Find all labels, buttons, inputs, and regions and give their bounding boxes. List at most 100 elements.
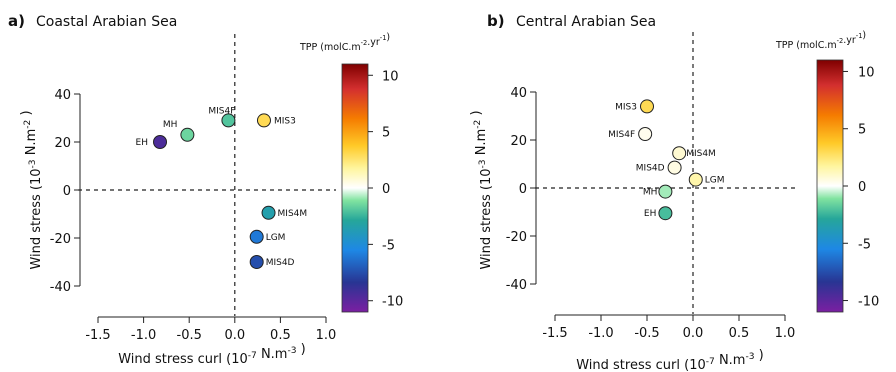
y-tick-label: 40: [54, 88, 71, 103]
colorbar-tick-label: 5: [382, 126, 390, 141]
x-tick-label: 0.0: [683, 326, 704, 341]
y-axis-label-main: Wind stress (10: [29, 169, 44, 270]
data-point-mis4m: [261, 205, 276, 220]
data-label-mh: MH: [163, 120, 178, 130]
x-tick-label: -1.5: [542, 326, 567, 341]
data-point-eh: [658, 206, 673, 221]
x-axis-label-unit-exp: -3: [745, 352, 754, 362]
y-tick-label: -20: [50, 232, 71, 247]
data-label-lgm: LGM: [266, 233, 286, 243]
y-axis-label-end: ): [469, 110, 484, 119]
y-tick-label: -40: [50, 280, 71, 295]
colorbar: [816, 59, 844, 313]
colorbar-title-exp1: -2: [837, 37, 844, 45]
y-axis-label-exp: -3: [478, 159, 488, 168]
x-axis-label-main: Wind stress curl (10: [576, 358, 706, 372]
y-tick-label: 0: [519, 182, 527, 197]
y-tick-label: 0: [63, 184, 71, 199]
data-point-mis4f: [221, 113, 236, 128]
colorbar-title-mid: .yr: [843, 35, 856, 46]
data-label-mis4d: MIS4D: [266, 258, 295, 268]
y-tick-label: 40: [510, 86, 527, 101]
panel-b: b) Central Arabian Sea -1.5 -1.0 -0.5 0.0 0.5 1…: [469, 12, 879, 372]
data-label-mis4m: MIS4M: [686, 149, 716, 159]
colorbar: [341, 63, 369, 313]
y-tick-label: 20: [510, 134, 527, 149]
colorbar-tick-label: 0: [382, 182, 390, 197]
y-axis-label-unit-exp: -2: [473, 120, 483, 129]
y-tick-label: -20: [506, 230, 527, 245]
x-axis-label-exp: -7: [706, 357, 715, 367]
data-point-lgm: [688, 172, 703, 187]
colorbar-title-mid: .yr: [367, 37, 380, 48]
colorbar-tick-label: 10: [382, 69, 399, 84]
y-axis-label-main: Wind stress (10: [479, 169, 494, 270]
x-tick-label: -1.0: [131, 328, 156, 343]
colorbar-tick-label: -10: [858, 295, 879, 310]
x-axis-label-unit-exp: -3: [287, 346, 296, 356]
colorbar-tick-label: 10: [858, 65, 875, 80]
y-axis-label: Wind stress (10-3 N.m-2 ): [469, 110, 494, 269]
y-tick-label: 20: [54, 136, 71, 151]
panel-a: a) Coastal Arabian Sea -1.5 -1.0 -0.5 0.0 0.5 1…: [8, 12, 403, 367]
colorbar-title-end: ): [386, 32, 390, 43]
colorbar-title: TPP (molC.m-2.yr-1): [775, 30, 866, 51]
x-tick-label: -1.5: [85, 328, 110, 343]
colorbar-title-exp1: -2: [361, 39, 368, 47]
colorbar-title-main: TPP (molC.m: [775, 40, 837, 51]
y-tick-label: -40: [506, 278, 527, 293]
y-axis-label: Wind stress (10-3 N.m-2 ): [19, 110, 44, 269]
data-point-mh: [658, 184, 673, 199]
data-point-mis4f: [638, 127, 653, 141]
y-axis-label-unit-exp: -2: [23, 120, 33, 129]
x-tick-label: 1.0: [775, 326, 796, 341]
colorbar-tick-label: -5: [858, 237, 871, 252]
x-axis-label-unit: N.m: [715, 353, 746, 368]
data-point-mh: [180, 127, 195, 142]
colorbar-tick-label: -5: [382, 238, 395, 253]
x-axis-label-exp: -7: [248, 351, 257, 361]
x-tick-label: 0.5: [729, 326, 750, 341]
x-tick-label: -0.5: [634, 326, 659, 341]
data-label-lgm: LGM: [705, 176, 725, 186]
data-label-mis4m: MIS4M: [278, 209, 308, 219]
data-point-mis4d: [249, 255, 264, 269]
data-label-eh: EH: [136, 138, 148, 148]
colorbar-title: TPP (molC.m-2.yr-1): [299, 32, 390, 53]
data-point-mis3: [256, 113, 271, 128]
data-label-mis3: MIS3: [615, 102, 637, 112]
panel-title: Coastal Arabian Sea: [36, 14, 177, 30]
panel-letter: a): [8, 12, 25, 30]
x-tick-label: 1.0: [316, 328, 337, 343]
x-tick-label: -1.0: [588, 326, 613, 341]
colorbar-title-end: ): [862, 30, 866, 41]
panel-title: Central Arabian Sea: [516, 14, 656, 30]
data-point-lgm: [249, 229, 264, 244]
x-axis-label-end: ): [297, 342, 306, 357]
colorbar-tick-label: 5: [858, 123, 866, 138]
y-axis-label-end: ): [19, 110, 34, 119]
x-tick-label: -0.5: [177, 328, 202, 343]
data-point-mis4d: [667, 160, 682, 175]
data-label-mis3: MIS3: [274, 116, 296, 126]
x-tick-label: 0.0: [224, 328, 245, 343]
data-label-mis4d: MIS4D: [636, 164, 665, 174]
x-axis-label-main: Wind stress curl (10: [118, 352, 248, 367]
data-label-mh: MH: [643, 188, 658, 198]
y-axis-label-unit: N.m: [474, 129, 489, 160]
x-axis-label: Wind stress curl (10-7 N.m-3 ): [576, 348, 764, 372]
data-label-mis4f: MIS4F: [208, 106, 235, 116]
colorbar-title-exp2: -1: [856, 32, 863, 40]
data-point-eh: [153, 135, 168, 149]
colorbar-tick-label: -10: [382, 295, 403, 310]
colorbar-title-main: TPP (molC.m: [299, 42, 361, 53]
panel-letter: b): [487, 12, 505, 30]
x-axis-label-unit: N.m: [257, 347, 288, 362]
data-label-mis4f: MIS4F: [608, 130, 635, 140]
colorbar-title-exp2: -1: [380, 34, 387, 42]
colorbar-tick-label: 0: [858, 180, 866, 195]
y-axis-label-exp: -3: [28, 159, 38, 168]
data-point-mis3: [640, 99, 654, 114]
data-point-mis4m: [672, 146, 687, 161]
